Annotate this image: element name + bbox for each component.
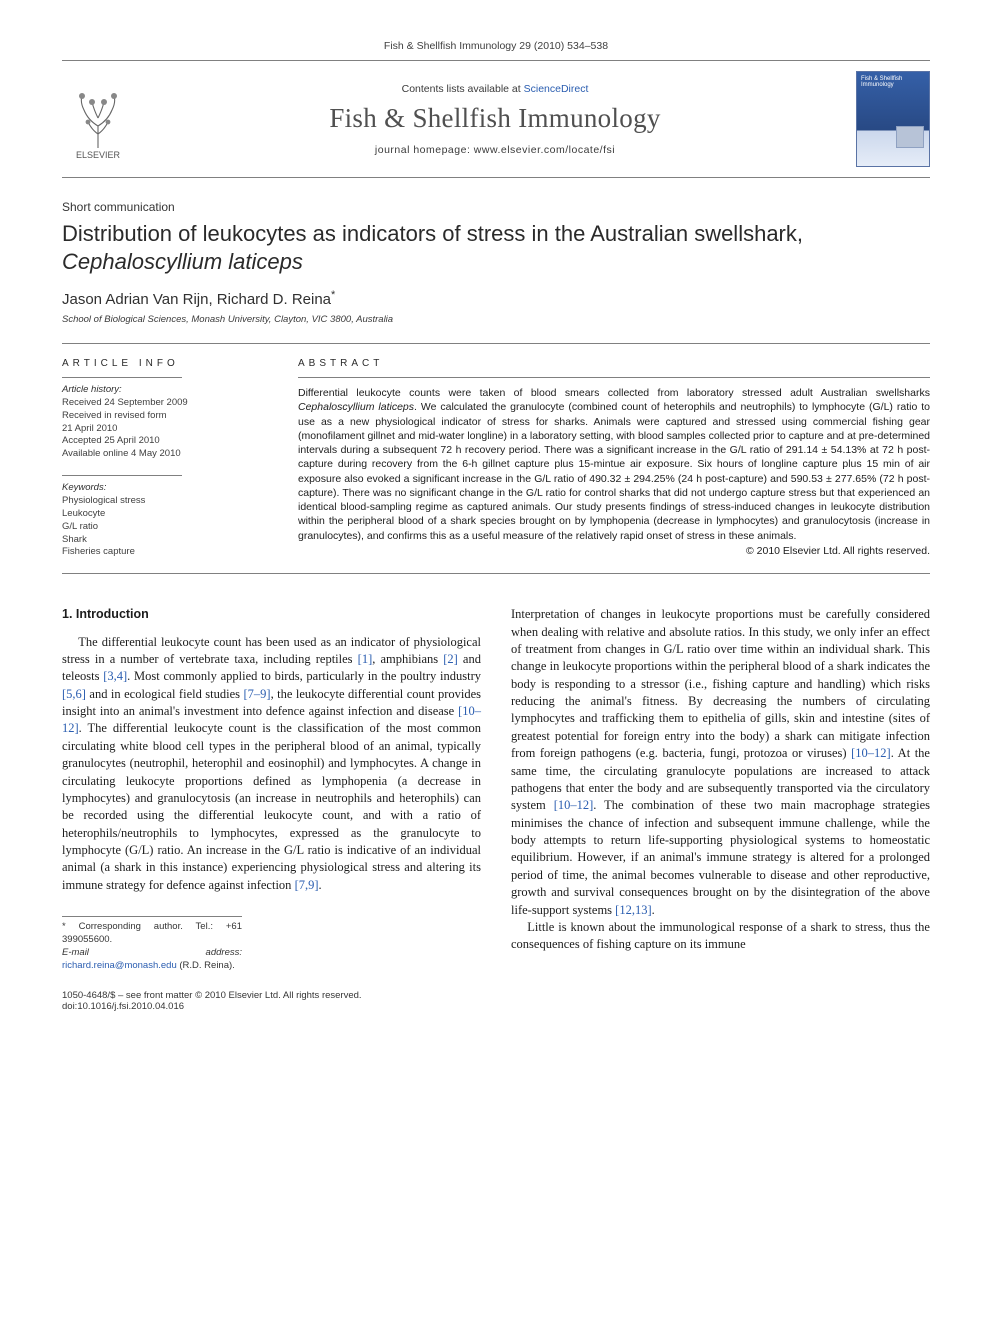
corresponding-marker: * — [331, 289, 335, 301]
section-heading-introduction: 1. Introduction — [62, 606, 481, 623]
affiliation: School of Biological Sciences, Monash Un… — [62, 314, 930, 325]
cover-image-placeholder — [896, 126, 924, 148]
contents-prefix: Contents lists available at — [402, 83, 521, 95]
article-history-head: Article history: — [62, 384, 272, 395]
article-info-abstract-row: ARTICLE INFO Article history: Received 2… — [62, 343, 930, 574]
abstract-heading: ABSTRACT — [298, 358, 930, 369]
homepage-prefix: journal homepage: — [375, 144, 470, 156]
intro-paragraph-1: The differential leukocyte count has bee… — [62, 634, 481, 895]
keyword: Physiological stress — [62, 495, 272, 508]
history-line: Available online 4 May 2010 — [62, 448, 272, 461]
divider — [298, 377, 930, 378]
body-left-column: 1. Introduction The differential leukocy… — [62, 606, 481, 972]
title-species: Cephaloscyllium laticeps — [62, 249, 303, 274]
history-line: Received in revised form — [62, 410, 272, 423]
body-columns: 1. Introduction The differential leukocy… — [62, 606, 930, 972]
history-line: 21 April 2010 — [62, 423, 272, 436]
page: Fish & Shellfish Immunology 29 (2010) 53… — [0, 0, 992, 1042]
keywords-head: Keywords: — [62, 482, 272, 493]
contents-available-line: Contents lists available at ScienceDirec… — [148, 83, 842, 95]
journal-cover-thumbnail: Fish & Shellfish Immunology — [856, 71, 930, 167]
running-head-citation: Fish & Shellfish Immunology 29 (2010) 53… — [62, 40, 930, 52]
keyword: G/L ratio — [62, 521, 272, 534]
keywords-block: Keywords: Physiological stress Leukocyte… — [62, 475, 272, 559]
article-type: Short communication — [62, 200, 930, 214]
email-footnote: E-mail address: richard.reina@monash.edu… — [62, 947, 242, 973]
article-title: Distribution of leukocytes as indicators… — [62, 220, 930, 275]
email-owner: (R.D. Reina). — [179, 960, 234, 971]
title-main: Distribution of leukocytes as indicators… — [62, 221, 803, 246]
abstract-column: ABSTRACT Differential leukocyte counts w… — [298, 358, 930, 559]
publisher-logo: ELSEVIER — [62, 78, 134, 160]
body-right-column: Interpretation of changes in leukocyte p… — [511, 606, 930, 972]
email-address[interactable]: richard.reina@monash.edu — [62, 960, 177, 971]
email-label: E-mail address: — [62, 947, 242, 958]
article-info-column: ARTICLE INFO Article history: Received 2… — [62, 358, 272, 559]
divider — [62, 475, 182, 476]
footer-left: 1050-4648/$ – see front matter © 2010 El… — [62, 990, 362, 1012]
history-line: Accepted 25 April 2010 — [62, 435, 272, 448]
publisher-logo-label: ELSEVIER — [76, 150, 120, 160]
banner-center: Contents lists available at ScienceDirec… — [148, 83, 842, 156]
journal-homepage-line: journal homepage: www.elsevier.com/locat… — [148, 144, 842, 156]
footnotes: * Corresponding author. Tel.: +61 399055… — [62, 916, 242, 972]
keyword: Shark — [62, 534, 272, 547]
abstract-copyright: © 2010 Elsevier Ltd. All rights reserved… — [298, 545, 930, 557]
homepage-url[interactable]: www.elsevier.com/locate/fsi — [474, 144, 615, 156]
corresponding-author-footnote: * Corresponding author. Tel.: +61 399055… — [62, 921, 242, 947]
intro-paragraph-continued: Interpretation of changes in leukocyte p… — [511, 606, 930, 919]
history-line: Received 24 September 2009 — [62, 397, 272, 410]
keyword: Fisheries capture — [62, 546, 272, 559]
intro-paragraph-2: Little is known about the immunological … — [511, 919, 930, 954]
doi-line: doi:10.1016/j.fsi.2010.04.016 — [62, 1001, 362, 1012]
divider — [62, 377, 182, 378]
page-footer: 1050-4648/$ – see front matter © 2010 El… — [62, 990, 930, 1012]
sciencedirect-link[interactable]: ScienceDirect — [524, 83, 589, 95]
authors-text: Jason Adrian Van Rijn, Richard D. Reina — [62, 291, 331, 308]
abstract-body: Differential leukocyte counts were taken… — [298, 386, 930, 543]
article-info-heading: ARTICLE INFO — [62, 358, 272, 369]
keyword: Leukocyte — [62, 508, 272, 521]
elsevier-tree-icon — [70, 90, 126, 150]
author-list: Jason Adrian Van Rijn, Richard D. Reina* — [62, 289, 930, 308]
front-matter-line: 1050-4648/$ – see front matter © 2010 El… — [62, 990, 362, 1001]
cover-title: Fish & Shellfish Immunology — [861, 76, 902, 88]
journal-banner: ELSEVIER Contents lists available at Sci… — [62, 60, 930, 178]
journal-title: Fish & Shellfish Immunology — [148, 103, 842, 134]
